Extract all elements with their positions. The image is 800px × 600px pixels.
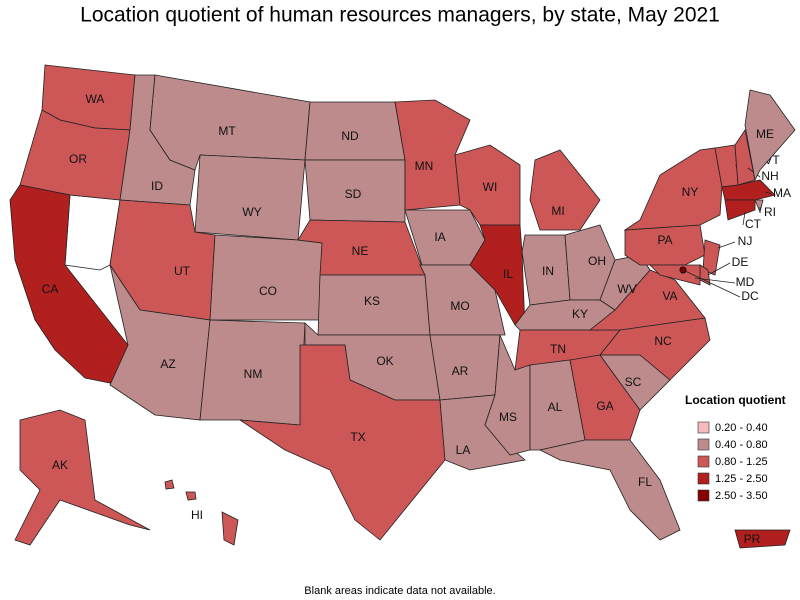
state-shape [194, 154, 306, 241]
state-label: PA [657, 233, 672, 247]
state-label: WA [86, 92, 105, 106]
state-label: SC [625, 375, 642, 389]
state-label: SD [345, 187, 362, 201]
state-label: NH [761, 169, 778, 183]
legend-label: 1.25 - 2.50 [715, 473, 768, 485]
leader-line [764, 191, 773, 195]
state-label: KS [364, 294, 380, 308]
state-label: AK [52, 458, 68, 472]
state-shape [569, 354, 641, 441]
state-label: MI [551, 204, 564, 218]
state-label: VA [662, 289, 677, 303]
state-shape [744, 89, 796, 182]
state-label: ID [151, 179, 163, 193]
state-label: IL [503, 267, 513, 281]
legend-swatch [697, 438, 710, 451]
state-label: MO [450, 299, 469, 313]
state-label: CT [745, 217, 762, 231]
state-shape [649, 264, 701, 286]
state-shape [164, 479, 239, 546]
state-label: TX [350, 430, 365, 444]
legend-label: 0.40 - 0.80 [715, 439, 768, 451]
map-title: Location quotient of human resources man… [80, 4, 720, 27]
state-label: AL [548, 400, 563, 414]
state-label: OH [588, 254, 606, 268]
state-label: MN [415, 159, 434, 173]
state-label: NY [682, 185, 699, 199]
state-label: IN [542, 264, 554, 278]
state-label: AR [452, 364, 469, 378]
state-label: AZ [160, 357, 175, 371]
state-label: OK [376, 354, 393, 368]
state-shape [538, 439, 681, 541]
leader-line [682, 269, 741, 298]
state-label: HI [191, 508, 203, 522]
state-label: OR [69, 152, 87, 166]
state-shape [14, 409, 151, 546]
state-label: NJ [738, 234, 753, 248]
state-label: KY [572, 307, 588, 321]
state-label: WV [617, 282, 636, 296]
footnote: Blank areas indicate data not available. [304, 585, 495, 597]
state-label: NE [352, 244, 369, 258]
state-label: DE [732, 255, 749, 269]
state-label: NC [654, 334, 672, 348]
leader-line [707, 262, 731, 276]
state-label: FL [638, 475, 652, 489]
state-shape [209, 234, 323, 321]
state-label: MD [736, 275, 755, 289]
leader-line [742, 211, 746, 226]
state-label: GA [596, 399, 613, 413]
state-label: LA [456, 443, 471, 457]
legend-label: 0.20 - 0.40 [715, 422, 768, 434]
state-label: MS [499, 410, 517, 424]
state-label: MA [773, 186, 791, 200]
state-label: TN [550, 342, 566, 356]
legend-label: 2.50 - 3.50 [715, 490, 768, 502]
state-label: WI [483, 180, 498, 194]
legend-title: Location quotient [685, 393, 786, 407]
state-label: PR [744, 532, 761, 546]
state-label: ME [756, 127, 774, 141]
legend-label: 0.80 - 1.25 [715, 456, 768, 468]
state-label: UT [174, 264, 191, 278]
state-shape [734, 529, 791, 549]
legend-swatch [697, 455, 710, 468]
state-label: NM [244, 367, 263, 381]
state-label: IA [434, 230, 445, 244]
legend-swatch [697, 489, 710, 502]
state-shape [149, 74, 311, 171]
state-shape [9, 184, 129, 386]
legend-swatch [697, 421, 710, 434]
state-shape [239, 344, 446, 541]
state-label: ND [341, 129, 359, 143]
state-shape [529, 149, 601, 231]
state-shape [702, 239, 721, 276]
leader-line [717, 241, 736, 249]
state-label: WY [242, 205, 261, 219]
state-label: CO [259, 284, 277, 298]
state-shape [724, 199, 756, 221]
state-shape [623, 147, 723, 231]
state-dot [679, 266, 687, 274]
state-shape [754, 199, 764, 214]
state-label: CA [42, 282, 59, 296]
state-label: RI [764, 205, 776, 219]
legend-swatch [697, 472, 710, 485]
state-label: DC [741, 289, 759, 303]
state-label: MT [218, 124, 236, 138]
